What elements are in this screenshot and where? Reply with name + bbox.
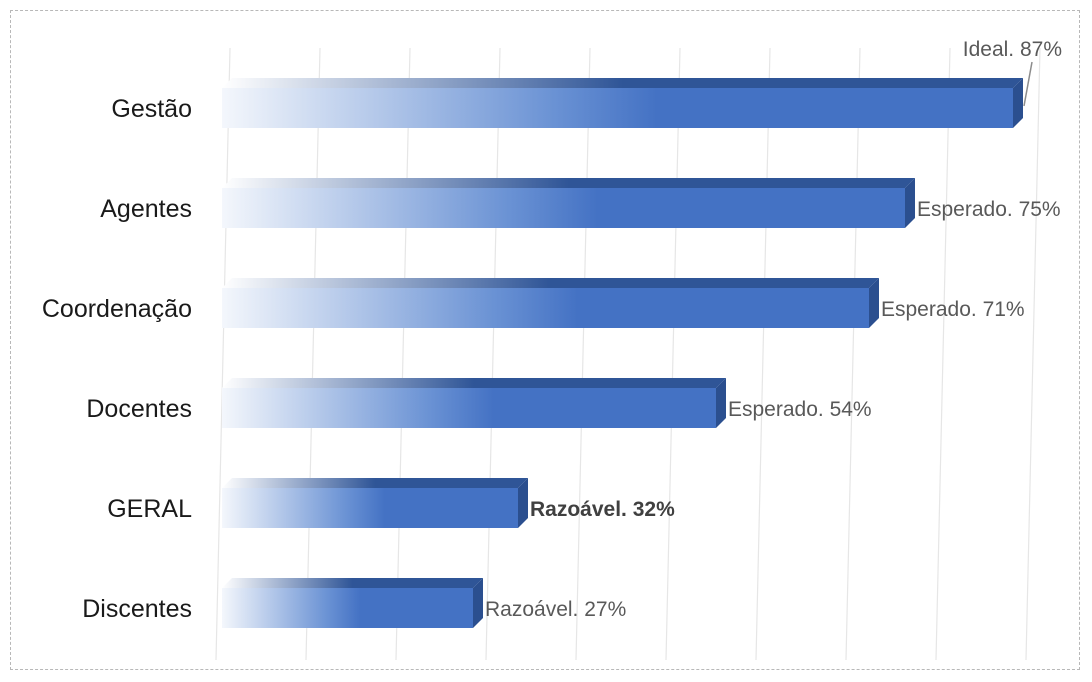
bars bbox=[222, 78, 1023, 628]
category-label: Agentes bbox=[100, 195, 192, 223]
bar-discentes bbox=[222, 588, 473, 628]
bar-side-face bbox=[905, 178, 915, 228]
data-label: Razoável. 32% bbox=[530, 498, 675, 521]
gridline bbox=[665, 47, 681, 661]
bar-top-face bbox=[222, 578, 483, 588]
bar-coordenacao bbox=[222, 288, 869, 328]
data-label: Esperado. 71% bbox=[881, 298, 1025, 321]
bar-top-face bbox=[222, 178, 915, 188]
bar-side-face bbox=[869, 278, 879, 328]
gridlines bbox=[215, 47, 1041, 661]
bar-top-face bbox=[222, 278, 879, 288]
category-label: Coordenação bbox=[42, 295, 192, 323]
leader-line bbox=[1023, 61, 1033, 107]
gridline bbox=[845, 47, 861, 661]
category-label: GERAL bbox=[107, 495, 192, 523]
gridline bbox=[305, 47, 321, 661]
bar-side-face bbox=[518, 478, 528, 528]
bar-top-face bbox=[222, 478, 528, 488]
bar-agentes bbox=[222, 188, 905, 228]
category-label: Discentes bbox=[82, 595, 192, 623]
bar-docentes bbox=[222, 388, 716, 428]
gridline bbox=[215, 47, 231, 661]
bar-side-face bbox=[716, 378, 726, 428]
labels: Gestão Ideal. 87% Agentes Esperado. 75% Coor… bbox=[42, 38, 1062, 623]
data-label: Ideal. 87% bbox=[963, 38, 1062, 61]
gridline bbox=[575, 47, 591, 661]
gridline bbox=[935, 47, 951, 661]
bar-top-face bbox=[222, 378, 726, 388]
data-label: Esperado. 75% bbox=[917, 198, 1061, 221]
data-label: Esperado. 54% bbox=[728, 398, 872, 421]
bar-side-face bbox=[473, 578, 483, 628]
gridline bbox=[395, 47, 411, 661]
category-label: Docentes bbox=[86, 395, 192, 423]
gridline bbox=[1025, 47, 1041, 661]
chart-frame bbox=[10, 10, 1080, 670]
data-label: Razoável. 27% bbox=[485, 598, 626, 621]
bar-geral bbox=[222, 488, 518, 528]
bar-gestao bbox=[222, 88, 1013, 128]
gridline bbox=[485, 47, 501, 661]
category-label: Gestão bbox=[111, 95, 192, 123]
bar-top-face bbox=[222, 78, 1023, 88]
gridline bbox=[755, 47, 771, 661]
bar-side-face bbox=[1013, 78, 1023, 128]
